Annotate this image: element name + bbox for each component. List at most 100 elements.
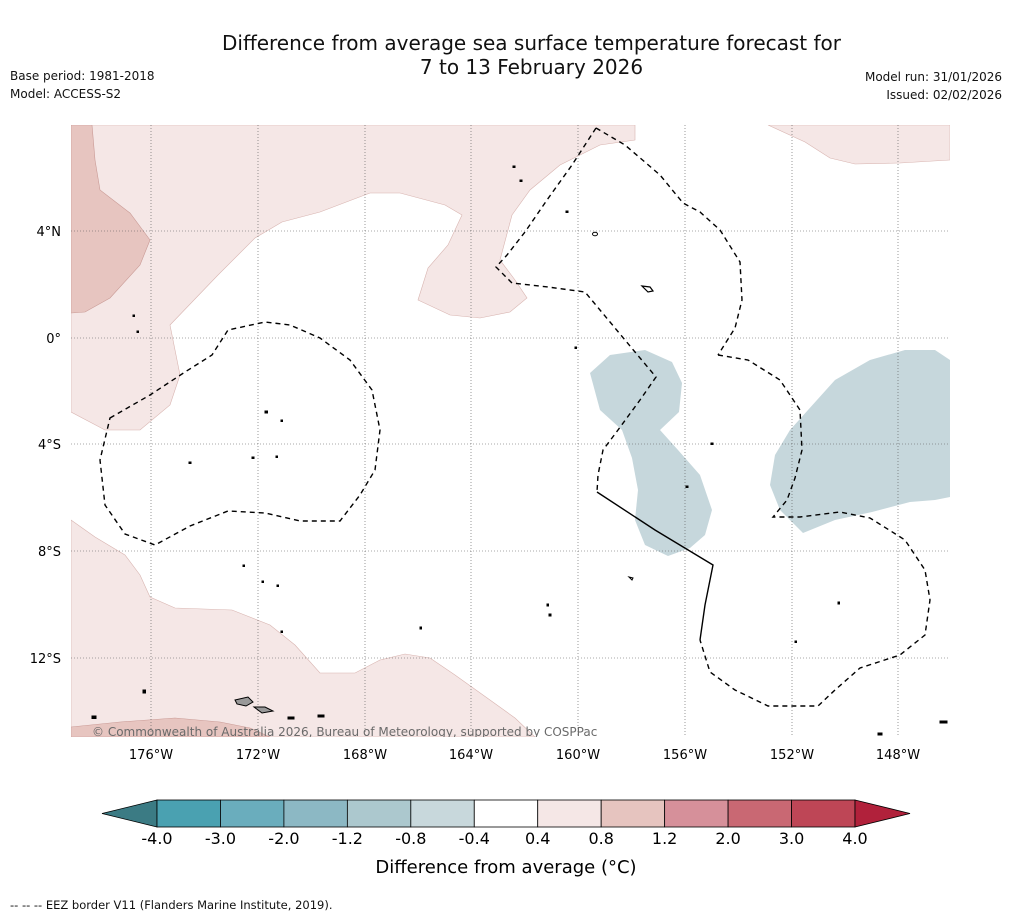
atoll-marker bbox=[419, 626, 422, 630]
lon-label-176w: 176°W bbox=[129, 748, 173, 763]
colorbar-tick-label: 4.0 bbox=[842, 829, 867, 848]
eez-border-phoenix-islands bbox=[99, 321, 381, 546]
eez-border-solid-segment bbox=[596, 491, 714, 641]
colorbar-segment bbox=[473, 799, 539, 828]
colorbar-segment bbox=[727, 799, 792, 828]
colorbar-arrow-high bbox=[854, 799, 911, 828]
atoll-marker bbox=[592, 231, 598, 237]
meta-right: Model run: 31/01/2026 Issued: 02/02/2026 bbox=[865, 68, 1002, 104]
atoll-marker bbox=[640, 285, 655, 293]
atoll-marker bbox=[794, 640, 797, 643]
atoll-marker bbox=[242, 564, 245, 567]
atoll-marker bbox=[91, 715, 97, 719]
samoa-island-savaii bbox=[234, 696, 254, 707]
colorbar-tick-label: -1.2 bbox=[332, 829, 363, 848]
atoll-marker bbox=[519, 179, 523, 182]
colorbar-tick-label: 2.0 bbox=[715, 829, 740, 848]
colorbar-tick-labels: -4.0 -3.0 -2.0 -1.2 -0.8 -0.4 0.4 0.8 1.2 2.0 3.0 4… bbox=[141, 829, 867, 848]
meta-left: Base period: 1981-2018 Model: ACCESS-S2 bbox=[10, 67, 155, 103]
title-line-2: 7 to 13 February 2026 bbox=[419, 55, 644, 79]
atoll-marker bbox=[287, 716, 295, 720]
lat-label-0: 0° bbox=[46, 332, 61, 347]
warm-anomaly-region-south bbox=[71, 519, 536, 737]
colorbar-segment bbox=[791, 799, 856, 828]
eez-border-line-islands-north bbox=[595, 127, 743, 356]
atoll-marker bbox=[548, 613, 552, 617]
cool-anomaly-region-east bbox=[770, 350, 950, 533]
samoa-island-upolu bbox=[252, 706, 275, 714]
lat-label-4s: 4°S bbox=[38, 438, 61, 453]
atoll-marker bbox=[132, 314, 135, 317]
lat-label-8s: 8°S bbox=[38, 545, 61, 560]
eez-border-line-islands-west bbox=[495, 127, 657, 493]
lon-axis: 176°W 172°W 168°W 164°W 160°W 156°W 152°… bbox=[129, 748, 920, 763]
lat-axis: 4°N 0° 4°S 8°S 12°S bbox=[30, 225, 61, 667]
colorbar-title: Difference from average (°C) bbox=[375, 857, 636, 878]
chart-title: Difference from average sea surface temp… bbox=[0, 31, 1011, 79]
copyright-text: © Commonwealth of Australia 2026, Bureau… bbox=[92, 725, 597, 739]
warmer-anomaly-region-northwest bbox=[71, 125, 151, 314]
cool-anomaly-region-central bbox=[590, 350, 712, 556]
model-run-text: Model run: 31/01/2026 bbox=[864, 70, 1002, 84]
colorbar-segment bbox=[537, 799, 602, 828]
atoll-marker bbox=[837, 601, 840, 605]
atoll-marker bbox=[251, 456, 255, 459]
colorbar: -4.0 -3.0 -2.0 -1.2 -0.8 -0.4 0.4 0.8 1.2 2.0 3.0 4… bbox=[101, 799, 911, 878]
atoll-marker bbox=[574, 346, 577, 349]
warm-anomaly-region-northeast bbox=[767, 125, 950, 165]
warmer-anomaly-region-southwest bbox=[71, 717, 271, 737]
colorbar-segment bbox=[220, 799, 285, 828]
atoll-marker bbox=[317, 714, 325, 718]
atoll-marker bbox=[939, 720, 948, 724]
lon-label-156w: 156°W bbox=[663, 748, 707, 763]
eez-legend-footnote: -- -- -- EEZ border V11 (Flanders Marine… bbox=[10, 898, 333, 912]
colorbar-segment bbox=[156, 799, 221, 828]
atoll-marker bbox=[512, 165, 516, 168]
atoll-marker bbox=[188, 461, 192, 464]
title-line-1: Difference from average sea surface temp… bbox=[221, 31, 841, 55]
model-text: Model: ACCESS-S2 bbox=[10, 87, 122, 101]
atoll-marker bbox=[276, 584, 279, 587]
atoll-marker bbox=[280, 419, 283, 422]
lat-label-4n: 4°N bbox=[37, 225, 62, 240]
eez-border-line-islands-south bbox=[699, 354, 931, 707]
colorbar-tick-label: -0.8 bbox=[395, 829, 426, 848]
lon-label-152w: 152°W bbox=[770, 748, 814, 763]
colorbar-tick-label: 3.0 bbox=[779, 829, 804, 848]
atoll-marker bbox=[136, 330, 139, 333]
lon-label-164w: 164°W bbox=[449, 748, 493, 763]
lat-label-12s: 12°S bbox=[30, 652, 61, 667]
lon-label-172w: 172°W bbox=[236, 748, 280, 763]
graticule bbox=[71, 125, 950, 737]
issued-text: Issued: 02/02/2026 bbox=[886, 88, 1002, 102]
map-panel: © Commonwealth of Australia 2026, Bureau… bbox=[71, 125, 950, 739]
atoll-marker bbox=[261, 580, 264, 583]
colorbar-segments bbox=[156, 799, 856, 828]
atoll-marker bbox=[142, 689, 146, 694]
colorbar-tick-label: 0.4 bbox=[525, 829, 550, 848]
colorbar-segment bbox=[283, 799, 348, 828]
colorbar-segment bbox=[664, 799, 729, 828]
lon-label-148w: 148°W bbox=[876, 748, 920, 763]
atoll-marker bbox=[275, 455, 278, 458]
colorbar-tick-label: -0.4 bbox=[459, 829, 490, 848]
lon-label-168w: 168°W bbox=[343, 748, 387, 763]
colorbar-arrow-low bbox=[101, 799, 158, 828]
atoll-marker bbox=[546, 603, 549, 607]
colorbar-tick-label: -3.0 bbox=[205, 829, 236, 848]
eez-borders bbox=[99, 127, 931, 707]
lon-label-160w: 160°W bbox=[556, 748, 600, 763]
atoll-marker bbox=[877, 732, 883, 736]
atoll-marker bbox=[710, 442, 714, 445]
colorbar-segment bbox=[410, 799, 475, 828]
colorbar-segment bbox=[600, 799, 666, 828]
atoll-marker bbox=[627, 576, 634, 581]
colorbar-tick-label: 0.8 bbox=[588, 829, 613, 848]
colorbar-tick-label: -2.0 bbox=[268, 829, 299, 848]
atoll-marker bbox=[565, 210, 569, 213]
colorbar-tick-label: -4.0 bbox=[141, 829, 172, 848]
islands bbox=[91, 165, 948, 736]
base-period-text: Base period: 1981-2018 bbox=[10, 69, 155, 83]
atoll-marker bbox=[685, 485, 689, 488]
